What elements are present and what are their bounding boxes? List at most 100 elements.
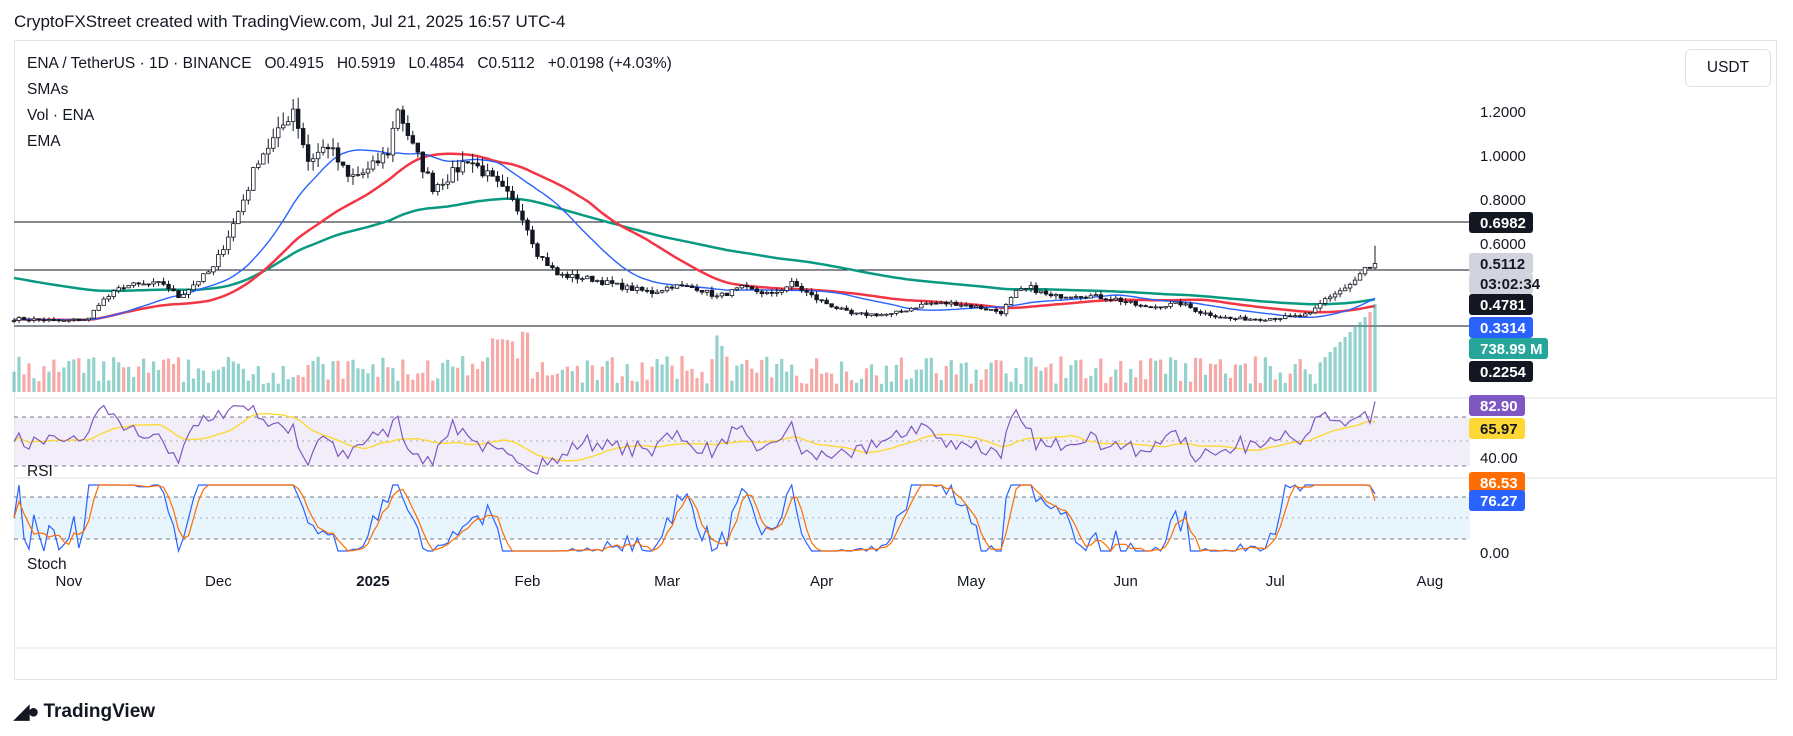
volume-bar [755, 372, 759, 392]
rsi-value-text: 82.90 [1480, 398, 1518, 415]
chart-attribution: CryptoFXStreet created with TradingView.… [14, 12, 566, 31]
candle-body [1223, 316, 1228, 319]
candle-body [196, 281, 201, 286]
volume-bar [161, 359, 166, 392]
volume-bar [401, 359, 405, 392]
candle-body [540, 256, 545, 258]
volume-bar [1109, 376, 1113, 392]
symbol-title[interactable]: ENA / TetherUS · 1D · BINANCE [27, 55, 252, 72]
volume-bar [122, 367, 126, 392]
indicator-ema-label[interactable]: EMA [27, 133, 61, 150]
tradingview-logo[interactable]: ◢● TradingView [14, 699, 155, 724]
candle-body [415, 142, 421, 153]
volume-bar [735, 365, 739, 392]
indicator-sma-label[interactable]: SMAs [27, 81, 69, 98]
candle-body [1362, 266, 1368, 275]
volume-bar [939, 379, 943, 392]
candle-body [699, 290, 705, 293]
candle-body [276, 127, 281, 139]
volume-bar [1203, 374, 1208, 392]
volume-bar [1253, 356, 1257, 392]
candle-body [246, 189, 251, 201]
currency-selector[interactable]: USDT [1685, 49, 1771, 87]
candle-body [879, 314, 884, 317]
volume-bar [1198, 358, 1203, 392]
volume-bar [829, 373, 834, 392]
volume-bar [216, 369, 220, 392]
time-axis-tick: Jul [1266, 573, 1285, 590]
candle-body [156, 281, 161, 284]
volume-bar [206, 382, 211, 392]
volume-bar [1114, 369, 1118, 392]
price-label-box [1469, 294, 1533, 315]
candle-body [96, 304, 101, 311]
volume-bar [236, 363, 240, 392]
volume-bar [211, 370, 216, 392]
volume-bar [117, 362, 121, 392]
volume-bar [1353, 327, 1357, 392]
candle-body [1098, 294, 1104, 300]
candle-body [121, 287, 126, 290]
time-axis-tick: Aug [1416, 573, 1443, 590]
candle-body [345, 164, 351, 177]
rsi-line [13, 401, 1376, 475]
volume-bar [346, 361, 350, 392]
candle-body [81, 319, 86, 322]
volume-bar [725, 356, 729, 392]
candle-body [565, 273, 570, 279]
candle-body [1153, 306, 1158, 309]
volume-bar [291, 377, 295, 392]
candle-body [485, 170, 490, 177]
volume-bar [820, 373, 824, 392]
volume-bar [451, 366, 455, 392]
volume-bar [705, 383, 709, 392]
volume-bar [456, 367, 460, 392]
volume-bar [391, 368, 395, 392]
candle-body [390, 127, 396, 156]
volume-bar [1258, 383, 1262, 392]
candle-body [300, 128, 306, 146]
volume-bar [1119, 361, 1123, 392]
volume-bar [490, 338, 495, 392]
volume-bar [495, 339, 500, 392]
candle-body [305, 144, 311, 162]
volume-bar [411, 379, 415, 392]
candle-body [610, 280, 615, 284]
candle-body [904, 310, 909, 313]
candle-body [335, 147, 341, 163]
candle-body [91, 309, 96, 319]
candle-body [1327, 296, 1333, 300]
volume-bar [1069, 365, 1073, 392]
candle-body [111, 290, 116, 297]
candle-body [1243, 316, 1248, 321]
candle-body [585, 275, 590, 280]
candle-body [1317, 303, 1323, 309]
price-label-text: 738.99 M [1480, 341, 1543, 358]
volume-bar [1373, 304, 1377, 392]
volume-bar [1323, 357, 1327, 392]
volume-bar [525, 332, 530, 392]
time-axis-tick: Apr [810, 573, 833, 590]
candle-body [330, 147, 336, 150]
volume-bar [1029, 357, 1033, 392]
volume-bar [306, 365, 310, 392]
price-label-text: 0.3314 [1480, 320, 1527, 337]
stoch-d-line [13, 484, 1376, 552]
price-axis-tick: 1.2000 [1480, 104, 1526, 121]
candle-body [76, 318, 82, 321]
candle-body [475, 162, 480, 167]
indicator-volume-label[interactable]: Vol · ENA [27, 107, 95, 124]
stoch-value-box [1469, 472, 1525, 493]
volume-bar [575, 365, 579, 392]
stoch-axis-tick: 0.00 [1480, 545, 1509, 562]
candle-body [1118, 297, 1123, 303]
volume-bar [934, 373, 938, 392]
volume-bar [675, 378, 679, 392]
candle-body [1013, 289, 1019, 298]
volume-bar [256, 366, 260, 392]
volume-bar [620, 376, 624, 392]
candle-body [256, 163, 261, 168]
volume-bar [969, 383, 973, 392]
candle-body [629, 285, 635, 291]
